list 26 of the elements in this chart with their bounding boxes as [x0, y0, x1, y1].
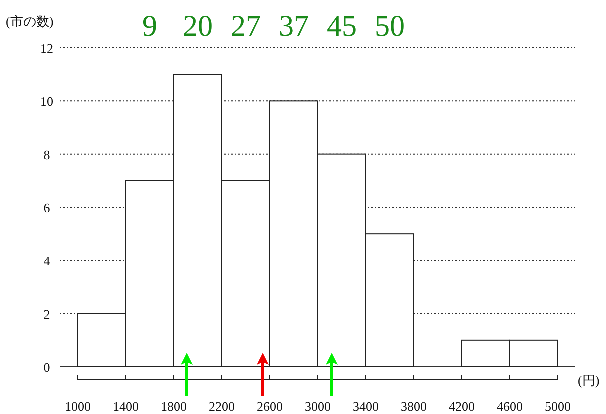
x-tick-label: 1000	[65, 399, 91, 414]
y-tick-label: 0	[44, 360, 50, 375]
x-tick-label: 4600	[497, 399, 523, 414]
x-tick-label: 2200	[209, 399, 235, 414]
text: 50	[375, 10, 405, 43]
text: 37	[279, 10, 309, 43]
x-tick-label: 3000	[305, 399, 331, 414]
y-axis-title: (市の数)	[6, 14, 54, 29]
y-tick-label: 10	[40, 94, 54, 110]
text: 45	[327, 10, 357, 43]
x-tick-label: 1800	[161, 399, 187, 414]
text: 9	[142, 10, 158, 43]
y-tick-label: 2	[44, 306, 50, 322]
text: 27	[231, 10, 261, 43]
x-tick-label: 2600	[257, 399, 283, 414]
y-tick-label: 8	[44, 147, 50, 162]
y-tick-label: 4	[44, 254, 51, 269]
x-tick-label: 3800	[401, 399, 427, 414]
x-tick-label: 3400	[353, 399, 379, 414]
x-tick-label: 4200	[449, 399, 475, 414]
x-tick-label: 5000	[545, 399, 571, 414]
x-axis-title: (円)	[578, 373, 600, 388]
y-tick-label: 12	[40, 41, 54, 56]
y-tick-label: 6	[44, 200, 51, 216]
x-tick-label: 1400	[113, 399, 139, 414]
text: 20	[183, 10, 213, 43]
